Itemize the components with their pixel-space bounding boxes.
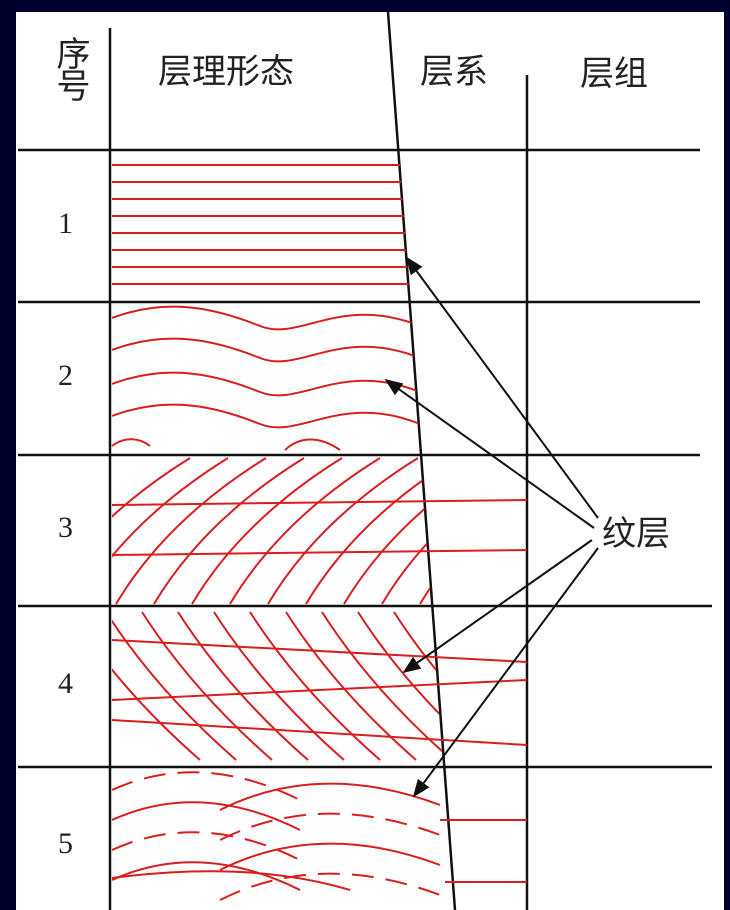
lamina: [112, 439, 150, 446]
row-number: 2: [58, 361, 73, 391]
arrows: [386, 258, 598, 796]
header-set: 层系: [420, 56, 488, 90]
lamina: [112, 832, 300, 860]
lamina: [220, 784, 440, 810]
lamina: [112, 862, 300, 890]
grid: [18, 12, 712, 910]
lamina: [112, 802, 300, 830]
row-number: 1: [58, 209, 73, 239]
page: 序号 层理形态 层系 层组 12345 纹层 (() => { const da…: [0, 0, 730, 910]
diagram: [0, 0, 730, 910]
laminae: [40, 165, 570, 900]
lamina: [420, 458, 570, 604]
lamina: [112, 405, 420, 428]
lamina: [220, 814, 440, 840]
lamina: [285, 440, 340, 451]
lamina: [112, 871, 350, 890]
lamina: [220, 844, 440, 870]
lamina: [306, 458, 456, 604]
header-form: 层理形态: [158, 56, 294, 90]
header-index: 序号: [52, 36, 86, 100]
lamina: [112, 339, 420, 362]
lamina: [112, 373, 420, 396]
lamina: [344, 458, 494, 604]
row-number: 3: [58, 513, 73, 543]
annotation: 纹层: [602, 518, 670, 552]
lamina: [382, 458, 532, 604]
lamina: [112, 772, 300, 800]
lamina: [112, 720, 527, 745]
lamina: [112, 680, 527, 700]
lamina: [112, 550, 527, 555]
header-group: 层组: [580, 58, 648, 92]
lamina: [220, 874, 440, 900]
lamina: [112, 307, 420, 330]
lamina: [70, 612, 200, 760]
row-number: 5: [58, 829, 73, 859]
row-number: 4: [58, 669, 73, 699]
